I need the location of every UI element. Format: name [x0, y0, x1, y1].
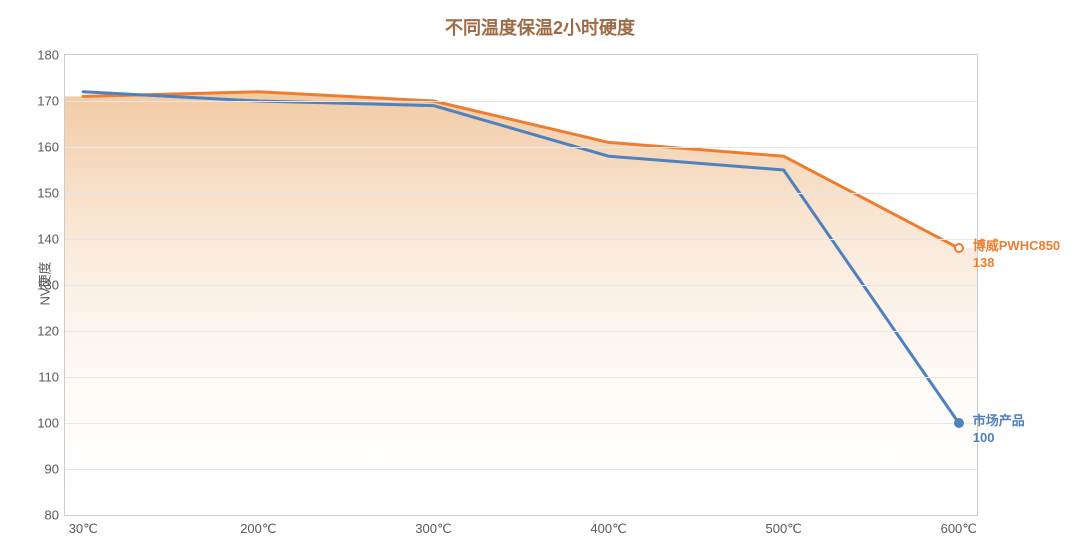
- x-tick-label: 200℃: [240, 515, 276, 537]
- x-tick-label: 30℃: [69, 515, 98, 537]
- y-tick-label: 100: [37, 416, 65, 431]
- grid-line: [65, 423, 977, 424]
- y-tick-label: 130: [37, 278, 65, 293]
- grid-line: [65, 377, 977, 378]
- series-end-label-0: 博威PWHC850 138: [973, 238, 1060, 272]
- x-tick-label: 400℃: [590, 515, 626, 537]
- y-tick-label: 140: [37, 232, 65, 247]
- y-tick-label: 150: [37, 186, 65, 201]
- grid-line: [65, 285, 977, 286]
- series-end-label-1: 市场产品 100: [973, 413, 1025, 447]
- x-tick-label: 300℃: [415, 515, 451, 537]
- series-end-label-value: 100: [973, 430, 1025, 447]
- y-tick-label: 80: [45, 508, 65, 523]
- x-tick-label: 500℃: [765, 515, 801, 537]
- hardness-chart: 不同温度保温2小时硬度 NV硬度 80901001101201301401501…: [0, 0, 1080, 560]
- series-end-label-name: 博威PWHC850: [973, 238, 1060, 253]
- x-tick-label: 600℃: [941, 515, 977, 537]
- y-tick-label: 90: [45, 462, 65, 477]
- y-tick-label: 160: [37, 140, 65, 155]
- series-end-marker-1: [954, 418, 964, 428]
- area-layer: [65, 92, 977, 515]
- chart-title: 不同温度保温2小时硬度: [0, 14, 1080, 40]
- grid-line: [65, 147, 977, 148]
- grid-line: [65, 193, 977, 194]
- y-tick-label: 120: [37, 324, 65, 339]
- grid-line: [65, 101, 977, 102]
- plot-area: 809010011012013014015016017018030℃200℃30…: [64, 54, 978, 516]
- grid-line: [65, 239, 977, 240]
- series-end-marker-0: [954, 243, 964, 253]
- grid-line: [65, 469, 977, 470]
- series-end-label-value: 138: [973, 255, 1060, 272]
- y-tick-label: 180: [37, 48, 65, 63]
- grid-line: [65, 331, 977, 332]
- y-tick-label: 170: [37, 94, 65, 109]
- y-tick-label: 110: [38, 370, 65, 385]
- series-end-label-name: 市场产品: [973, 413, 1025, 428]
- series-area-0: [65, 92, 977, 515]
